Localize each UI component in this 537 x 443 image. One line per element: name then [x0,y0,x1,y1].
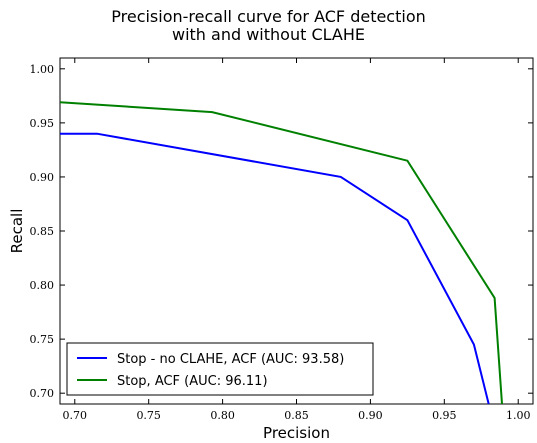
y-tick-label: 0.90 [30,171,55,184]
x-tick-label: 1.00 [506,409,531,422]
y-tick-label: 0.70 [30,387,55,400]
x-tick-label: 0.90 [358,409,383,422]
chart-title-line-2: with and without CLAHE [172,25,365,44]
y-axis-label: Recall [8,209,26,254]
x-axis-label: Precision [263,424,330,442]
legend-label-2: Stop, ACF (AUC: 96.11) [117,374,268,389]
legend-label-1: Stop - no CLAHE, ACF (AUC: 93.58) [117,352,344,367]
x-tick-label: 0.80 [210,409,235,422]
y-tick-label: 0.85 [30,225,55,238]
x-tick-label: 0.75 [136,409,161,422]
y-tick-label: 0.95 [30,117,55,130]
chart-title-line-1: Precision-recall curve for ACF detection [111,7,426,26]
x-tick-label: 0.95 [432,409,457,422]
series-line-2 [60,101,503,404]
series-line-1 [60,132,490,404]
y-tick-label: 0.80 [30,279,55,292]
legend-box [66,342,374,396]
x-tick-label: 0.70 [63,409,88,422]
y-tick-label: 0.75 [30,333,55,346]
x-tick-label: 0.85 [284,409,309,422]
y-tick-label: 1.00 [30,63,55,76]
